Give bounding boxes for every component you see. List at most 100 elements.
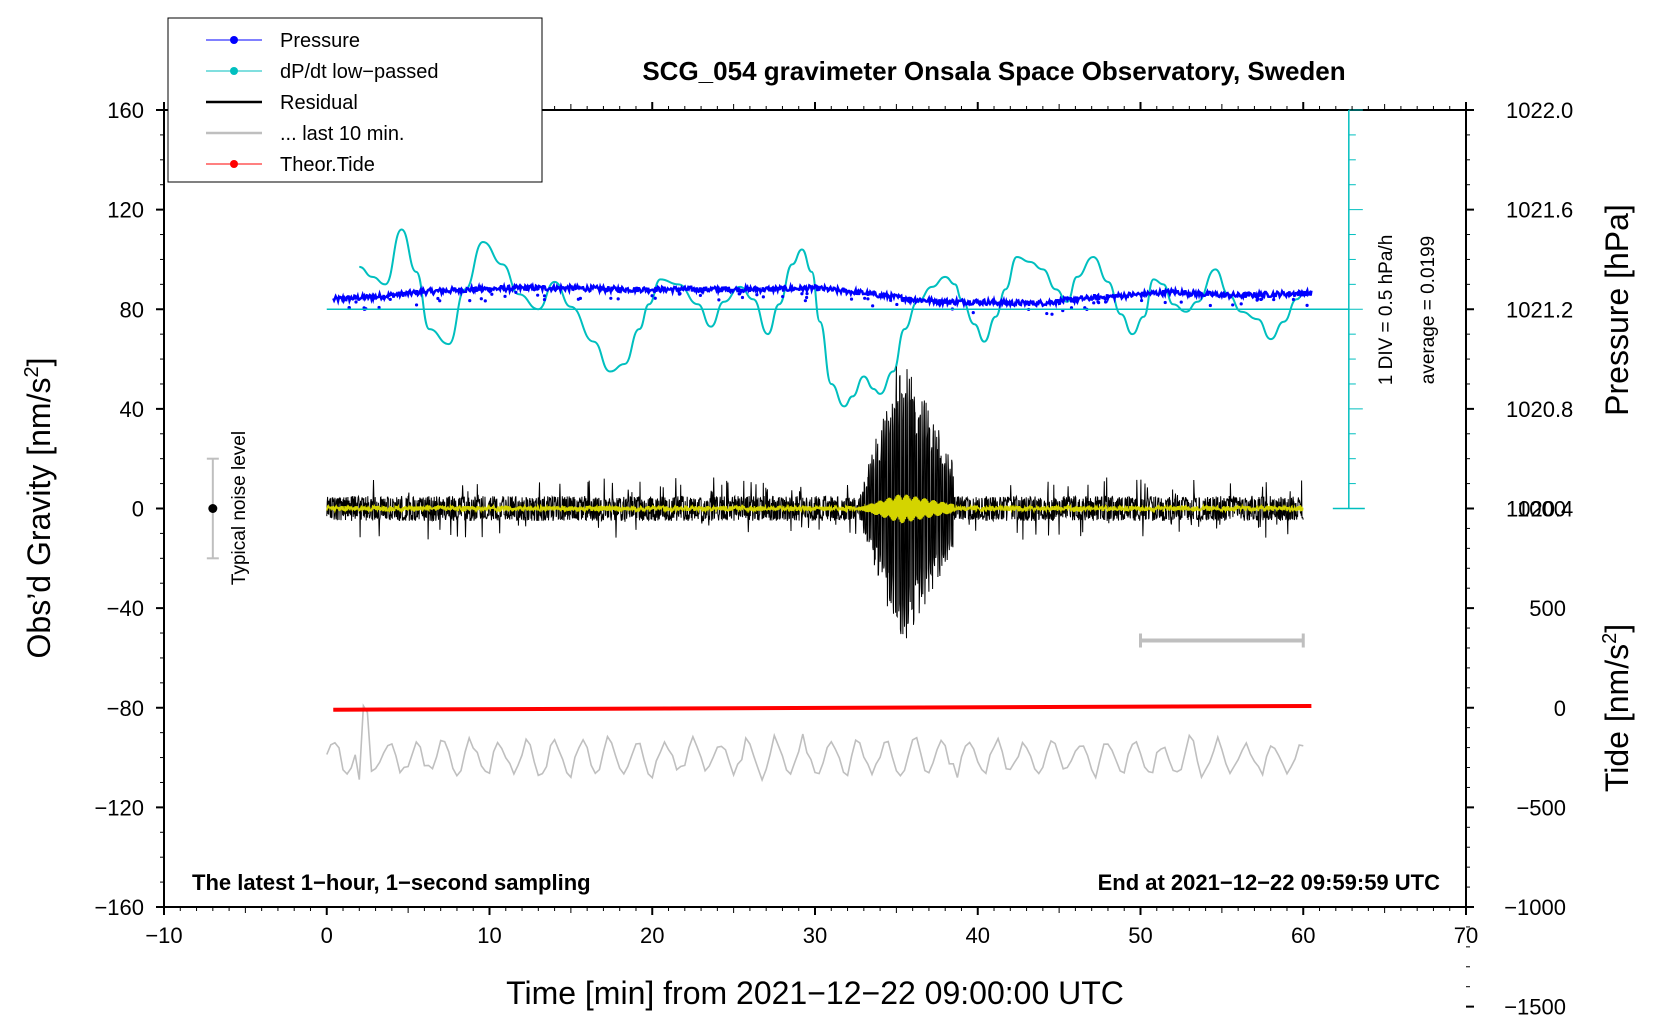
pressure-line xyxy=(332,281,1313,310)
legend: Pressure dP/dt low−passed Residual ... last… xyxy=(167,17,543,183)
pressure-outlier-dot xyxy=(717,298,721,302)
pressure-outlier-dot xyxy=(1096,300,1100,304)
pressure-outlier-dot xyxy=(377,305,381,310)
y-tick-label: 120 xyxy=(107,198,144,223)
pressure-outlier-dot xyxy=(800,292,804,296)
legend-label: ... last 10 min. xyxy=(280,123,405,145)
y-tick-label: −120 xyxy=(94,795,144,820)
pressure-outlier-dot xyxy=(761,295,765,299)
pressure-outlier-dot xyxy=(866,297,870,301)
pressure-outlier-dot xyxy=(895,302,899,307)
pressure-outlier-dot xyxy=(490,292,494,296)
y-axis-label-sup: 2 xyxy=(21,366,43,377)
legend-label: Residual xyxy=(280,92,358,114)
average-label: average = 0.0199 xyxy=(1418,236,1439,384)
tide-tick-label: −500 xyxy=(1516,795,1566,820)
pressure-outlier-dot xyxy=(1163,300,1167,305)
pressure-outlier-dot xyxy=(616,297,620,301)
pressure-outlier-dot xyxy=(542,298,547,302)
tide-tick-label: 500 xyxy=(1529,596,1566,621)
dpdt-line xyxy=(359,228,1304,408)
pressure-outlier-dot xyxy=(576,297,580,301)
y-axis-label-main: Obs’d Gravity [nm/s xyxy=(21,378,57,659)
pressure-outlier-dot xyxy=(388,297,392,301)
end-time-note: End at 2021−12−22 09:59:59 UTC xyxy=(1098,870,1441,895)
legend-marker xyxy=(230,36,238,44)
pressure-outlier-dot xyxy=(1179,300,1183,304)
pressure-outlier-dot xyxy=(971,311,975,315)
pressure-outlier-dot xyxy=(805,295,809,300)
y-tick-label: 40 xyxy=(120,397,144,422)
pressure-axis-label: Pressure [hPa] xyxy=(1599,204,1635,416)
pressure-outlier-dot xyxy=(1291,297,1296,302)
noise-center-dot xyxy=(208,504,218,513)
pressure-outlier-dot xyxy=(849,297,854,301)
y-axis-label: Obs’d Gravity [nm/s2] xyxy=(21,358,57,659)
pressure-outlier-dot xyxy=(1272,297,1276,302)
tide-axis-label-close: ] xyxy=(1599,624,1635,633)
legend-marker xyxy=(230,160,238,168)
y-tick-label: −160 xyxy=(94,895,144,920)
legend-label: Theor.Tide xyxy=(280,154,375,176)
pressure-tick-label: 1021.2 xyxy=(1506,297,1573,322)
pressure-outlier-dot xyxy=(1259,297,1263,302)
x-tick-label: 0 xyxy=(321,923,333,948)
plot-decorations xyxy=(206,109,1365,648)
y-tick-label: 0 xyxy=(132,497,144,522)
chart-title: SCG_054 gravimeter Onsala Space Observat… xyxy=(642,56,1345,86)
pressure-outlier-dot xyxy=(479,297,483,301)
pressure-outlier-dot xyxy=(755,293,759,297)
tide-axis-label: Tide [nm/s2] xyxy=(1599,624,1635,792)
pressure-outlier-dot xyxy=(888,298,893,302)
tide-axis-ticks: 1000 500 0 −500 −1000 −1500 xyxy=(1466,497,1566,1020)
pressure-tick-label: 1020.4 xyxy=(1506,497,1573,522)
pressure-series xyxy=(332,281,1313,316)
pressure-outlier-dot xyxy=(503,294,507,298)
y-axis-ticks: 160 120 80 40 0 −40 −80 −120 −160 xyxy=(94,98,164,920)
legend-label: dP/dt low−passed xyxy=(280,61,438,83)
noise-level-label: Typical noise level xyxy=(229,431,250,585)
pressure-tick-label: 1021.6 xyxy=(1506,198,1573,223)
pressure-tick-label: 1022.0 xyxy=(1506,98,1573,123)
pressure-outlier-dot xyxy=(1256,297,1260,301)
y-tick-label: 80 xyxy=(120,297,144,322)
pressure-outlier-dot xyxy=(1305,303,1309,307)
pressure-outlier-dot xyxy=(805,292,809,296)
pressure-outlier-dot xyxy=(542,294,547,298)
pressure-outlier-dot xyxy=(414,303,419,307)
pressure-outlier-dot xyxy=(1050,312,1054,316)
tide-axis-label-main: Tide [nm/s xyxy=(1599,644,1635,792)
pressure-outlier-dot xyxy=(1208,303,1212,308)
pressure-outlier-dot xyxy=(468,299,472,303)
legend-label: Pressure xyxy=(280,30,360,52)
pressure-outlier-dot xyxy=(1104,300,1108,304)
dpdt-series xyxy=(359,228,1304,408)
pressure-outlier-dot xyxy=(1231,303,1235,307)
pressure-outlier-dot xyxy=(1045,311,1049,316)
x-tick-label: −10 xyxy=(145,923,182,948)
tide-tick-label: 1000 xyxy=(1517,497,1566,522)
pressure-outlier-dot xyxy=(514,290,518,294)
x-axis-ticks: −10 0 10 20 30 40 50 60 70 xyxy=(145,102,1478,948)
x-tick-label: 40 xyxy=(966,923,990,948)
pressure-outlier-dot xyxy=(871,304,875,308)
pressure-outlier-dot xyxy=(653,296,657,300)
legend-box xyxy=(167,17,543,183)
residual-line xyxy=(326,366,1304,639)
pressure-outlier-dot xyxy=(483,299,487,303)
tide-line xyxy=(333,704,1312,712)
pressure-outlier-dot xyxy=(650,294,654,298)
pressure-axis-ticks: 1022.0 1021.6 1021.2 1020.8 1020.4 xyxy=(1466,98,1573,522)
tide-tick-label: 0 xyxy=(1554,696,1566,721)
last10-series xyxy=(326,703,1304,783)
x-tick-label: 50 xyxy=(1128,923,1152,948)
pressure-outlier-dot xyxy=(609,296,613,300)
y-tick-label: −80 xyxy=(107,696,144,721)
pressure-tick-label: 1020.8 xyxy=(1506,397,1573,422)
pressure-outlier-dot xyxy=(803,299,807,303)
pressure-outlier-dot xyxy=(438,299,442,303)
y-tick-label: 160 xyxy=(107,98,144,123)
tide-axis-label-sup: 2 xyxy=(1599,633,1621,644)
div-label: 1 DIV = 0.5 hPa/h xyxy=(1376,235,1397,386)
